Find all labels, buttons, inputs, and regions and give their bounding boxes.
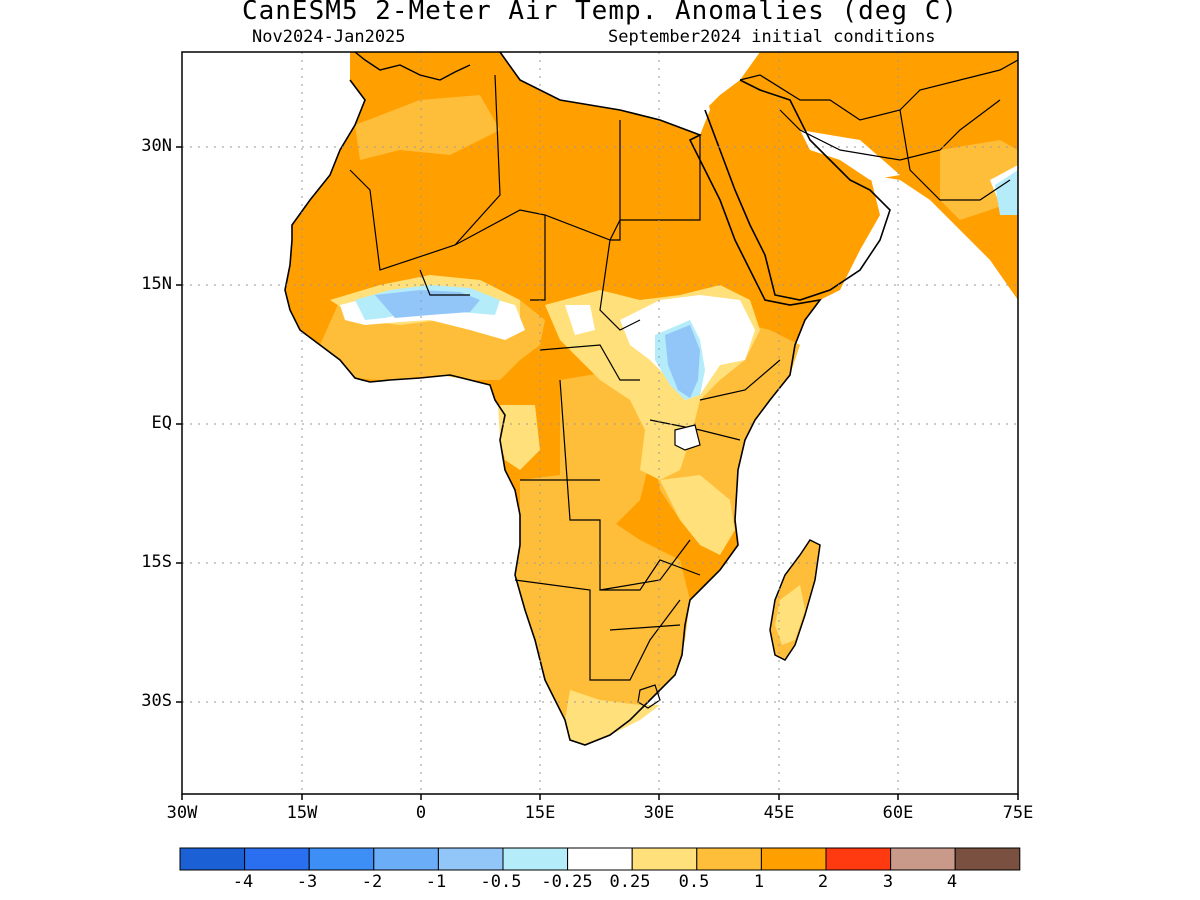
- tick-marks: [176, 146, 1019, 800]
- anomaly-zone-white: [565, 305, 595, 335]
- colorbar-swatch: [567, 847, 633, 871]
- colorbar: [179, 847, 1021, 871]
- x-tick-label: 15W: [286, 803, 318, 823]
- forecast-period: Nov2024-Jan2025: [252, 27, 406, 47]
- colorbar-swatch: [437, 847, 504, 871]
- initial-conditions: September2024 initial conditions: [608, 27, 936, 47]
- anomaly-zone-light-blue: [665, 325, 700, 398]
- graticule: [182, 52, 1018, 794]
- colorbar-label: 3: [882, 872, 894, 892]
- colorbar-swatch: [825, 847, 892, 871]
- colorbar-label: -0.25: [541, 872, 593, 892]
- colorbar-swatch: [631, 847, 698, 871]
- colorbar-swatch: [954, 847, 1021, 871]
- y-tick-label: 15S: [141, 552, 172, 572]
- colorbar-label: -4: [232, 872, 254, 892]
- colorbar-swatch: [760, 847, 827, 871]
- x-tick-label: 15E: [524, 803, 556, 823]
- map-title: CanESM5 2-Meter Air Temp. Anomalies (deg…: [241, 0, 959, 26]
- x-tick-label: 45E: [763, 803, 795, 823]
- anomaly-zone-light-orange: [355, 95, 500, 160]
- madagascar-inner: [775, 585, 805, 645]
- middle-east-borders: [739, 59, 1018, 201]
- x-tick-label: 30E: [643, 803, 675, 823]
- anomaly-zone-light-blue: [375, 290, 480, 318]
- colorbar-swatch: [373, 847, 439, 871]
- colorbar-swatch: [890, 847, 956, 871]
- x-tick-label: 0: [415, 803, 427, 823]
- anomaly-zone-light-cyan: [995, 170, 1018, 215]
- colorbar-label: 1: [753, 872, 765, 892]
- anomaly-zone-pale-yellow: [565, 690, 660, 745]
- y-tick-label: 30S: [141, 691, 172, 711]
- colorbar-swatch: [502, 847, 569, 871]
- coastline: [284, 52, 822, 746]
- country-borders: [349, 74, 781, 681]
- anomaly-zone-white: [500, 52, 710, 135]
- lake-victoria: [674, 424, 701, 451]
- colorbar-swatch: [308, 847, 375, 871]
- colorbar-swatch: [179, 847, 246, 871]
- colorbar-label: 4: [946, 872, 958, 892]
- colorbar-label: -0.5: [480, 872, 522, 892]
- colorbar-label: -3: [296, 872, 318, 892]
- lesotho-border: [637, 684, 661, 709]
- colorbar-swatch: [696, 847, 762, 871]
- y-tick-label: EQ: [151, 413, 172, 433]
- colorbar-label: -2: [361, 872, 383, 892]
- colorbar-label: 0.25: [609, 872, 651, 892]
- iberia-coast: [354, 52, 471, 81]
- y-tick-label: 15N: [141, 274, 172, 294]
- colorbar-swatch: [244, 847, 310, 871]
- anomaly-zone-pale-yellow: [660, 475, 735, 555]
- x-tick-label: 30W: [166, 803, 198, 823]
- colorbar-label: 2: [817, 872, 829, 892]
- anomaly-zone-pale-yellow: [498, 405, 540, 470]
- colorbar-label: -1: [425, 872, 447, 892]
- map-plot-area: [284, 52, 1018, 746]
- anomaly-zone-light-orange: [515, 470, 690, 745]
- arabian-coastline: [704, 79, 891, 301]
- y-tick-label: 30N: [141, 136, 172, 156]
- x-tick-label: 75E: [1002, 803, 1034, 823]
- plot-frame: [181, 51, 1019, 795]
- x-tick-label: 60E: [882, 803, 914, 823]
- colorbar-label: 0.5: [678, 872, 710, 892]
